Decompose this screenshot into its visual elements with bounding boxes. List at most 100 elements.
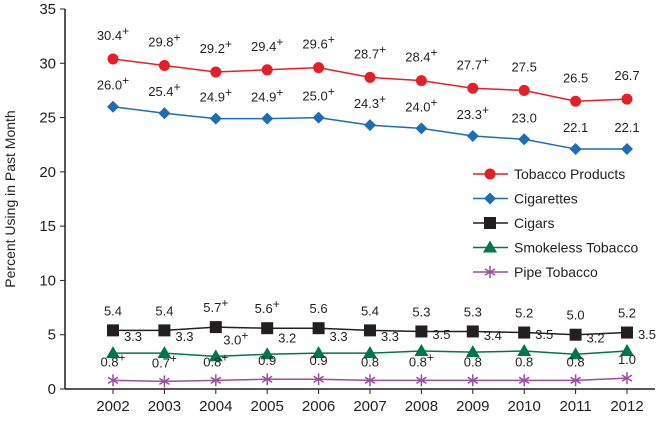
cigarettes-data-label: 22.1 [563,120,588,135]
cigars-data-label: 5.4 [361,303,379,318]
cigars-point [312,322,325,335]
legend-marker-cigarettes [484,192,496,205]
cigars-data-label: 5.2 [515,306,533,321]
significance-plus: + [328,85,335,99]
x-tick-label: 2005 [251,398,284,415]
tobacco-products-data-label: 26.5 [563,70,588,85]
y-tick-label: 0 [48,381,56,398]
significance-plus: + [431,95,438,109]
smokeless-tobacco-point [517,344,532,356]
cigars-point [209,321,222,334]
cigars-data-label: 5.7+ [203,296,228,315]
significance-plus: + [431,46,438,60]
legend-marker-tobacco-products [484,168,496,180]
tobacco-products-data-label: 29.8+ [148,30,180,49]
legend-label-smokeless-tobacco: Smokeless Tobacco [514,240,638,256]
legend-label-tobacco-products: Tobacco Products [514,166,625,182]
cigarettes-data-label: 25.4+ [148,80,180,99]
cigars-data-label: 5.6+ [255,297,280,316]
smokeless-tobacco-data-label: 3.4 [484,328,502,343]
tobacco-products-point [467,82,479,94]
significance-plus: + [241,328,248,342]
pipe-tobacco-data-label: 0.8 [515,354,533,369]
significance-plus: + [221,350,228,364]
cigarettes-data-label: 23.0 [512,110,537,125]
cigarettes-data-label: 25.0+ [302,85,334,104]
smokeless-tobacco-data-label: 3.3 [330,329,348,344]
cigarettes-data-label: 24.3+ [354,92,386,111]
tobacco-products-data-label: 26.7 [614,68,639,83]
pipe-tobacco-point [261,373,273,386]
significance-plus: + [482,53,489,67]
asterisk-stroke [484,268,496,276]
pipe-tobacco-data-label: 0.9 [310,353,328,368]
pipe-tobacco-data-label: 0.8 [361,354,379,369]
pipe-tobacco-point [518,374,530,387]
smokeless-tobacco-point [208,349,223,362]
cigars-point [158,324,171,337]
x-tick-label: 2002 [96,398,129,415]
significance-plus: + [276,86,283,100]
smokeless-tobacco-point [465,345,480,358]
cigars-data-label: 5.3 [412,304,430,319]
x-tick-label: 2006 [302,398,335,415]
x-tick-label: 2004 [199,398,232,415]
x-tick-label: 2012 [610,398,643,415]
cigarettes-point [209,112,222,125]
smokeless-tobacco-point [568,347,583,360]
significance-plus: + [221,296,228,310]
pipe-tobacco-data-label: 0.8 [567,354,585,369]
smokeless-tobacco-point [620,344,634,356]
pipe-tobacco-point [416,374,427,387]
y-tick-label: 30 [39,55,56,72]
pipe-tobacco-point [107,374,119,387]
smokeless-tobacco-point [414,344,429,356]
significance-plus: + [276,35,283,49]
significance-plus: + [225,86,232,100]
y-tick-label: 35 [39,1,56,18]
cigarettes-data-label: 24.9+ [200,86,232,105]
cigarettes-data-label: 24.9+ [251,86,283,105]
tobacco-products-point [107,53,119,65]
tobacco-products-data-label: 28.7+ [354,42,386,61]
smokeless-tobacco-data-label: 3.0+ [223,328,248,347]
asterisk-stroke [107,376,119,384]
tobacco-products-point [210,66,222,78]
cigarettes-point [364,119,376,132]
asterisk-stroke [518,376,530,384]
pipe-tobacco-point [621,372,633,385]
pipe-tobacco-data-label: 1.0 [618,352,636,367]
cigarettes-point [621,143,633,156]
asterisk-stroke [159,377,170,386]
legend-label-cigars: Cigars [514,215,554,231]
x-tick-label: 2008 [405,398,438,415]
legend-marker-cigars [484,217,496,229]
cigars-data-label: 5.3 [464,304,482,319]
smokeless-tobacco-data-label: 3.5 [432,327,450,342]
asterisk-stroke [467,376,479,384]
significance-plus: + [122,74,129,88]
x-tick-label: 2003 [148,398,181,415]
smokeless-tobacco-data-label: 3.5 [535,327,553,342]
cigarettes-point [107,100,119,113]
tobacco-products-data-label: 29.4+ [251,35,283,54]
smokeless-tobacco-data-label: 3.2 [587,330,605,345]
pipe-tobacco-point [313,373,324,386]
tobacco-products-point [621,93,633,105]
pipe-tobacco-point [159,375,170,388]
smokeless-tobacco-data-label: 3.3 [381,329,399,344]
smokeless-tobacco-data-label: 3.5 [638,327,656,342]
asterisk-stroke [210,376,222,384]
cigars-data-label: 5.4 [155,303,173,318]
asterisk-stroke [416,376,427,384]
cigars-point [621,326,633,339]
y-axis-label: Percent Using in Past Month [2,110,18,287]
cigars-point [518,326,531,339]
x-tick-label: 2010 [508,398,541,415]
cigarettes-point [312,111,325,124]
cigarettes-data-label: 26.0+ [97,74,129,93]
x-tick-label: 2009 [456,398,489,415]
asterisk-stroke [364,376,376,384]
